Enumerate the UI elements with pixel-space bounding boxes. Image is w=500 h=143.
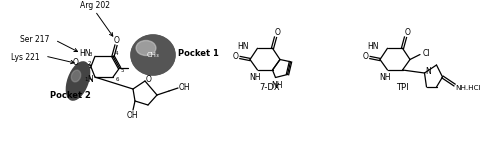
Text: NH.HCl: NH.HCl	[456, 85, 481, 91]
Text: NH: NH	[380, 74, 391, 83]
Ellipse shape	[133, 37, 172, 72]
Text: Cl: Cl	[422, 49, 430, 58]
Text: OH: OH	[126, 111, 138, 120]
Text: 1: 1	[84, 77, 88, 82]
Ellipse shape	[140, 44, 157, 59]
Text: NH: NH	[250, 74, 261, 83]
Ellipse shape	[131, 35, 175, 75]
Ellipse shape	[144, 47, 150, 52]
Text: Lys 221: Lys 221	[10, 53, 40, 62]
Text: TPI: TPI	[396, 84, 409, 93]
Text: OH: OH	[178, 83, 190, 92]
Ellipse shape	[131, 35, 175, 75]
Text: 7-DX: 7-DX	[259, 84, 280, 93]
Ellipse shape	[66, 62, 90, 100]
Text: NH: NH	[272, 81, 283, 90]
Text: 5: 5	[121, 68, 124, 74]
Text: Ser 217: Ser 217	[20, 35, 50, 44]
Ellipse shape	[142, 45, 154, 55]
Text: O: O	[73, 58, 79, 67]
Ellipse shape	[72, 70, 80, 82]
Text: 2: 2	[88, 61, 92, 66]
Text: HN: HN	[367, 42, 378, 51]
Text: CH₃: CH₃	[146, 52, 160, 58]
Text: 4: 4	[114, 51, 118, 56]
Ellipse shape	[138, 42, 160, 62]
Text: HN: HN	[237, 42, 248, 51]
Ellipse shape	[137, 40, 164, 65]
Ellipse shape	[135, 38, 168, 68]
Text: Pocket 2: Pocket 2	[50, 91, 91, 100]
Text: HN: HN	[79, 49, 91, 58]
Text: Pocket 1: Pocket 1	[178, 48, 219, 57]
Ellipse shape	[136, 40, 156, 55]
Text: Arg 202: Arg 202	[80, 0, 110, 9]
Text: O: O	[404, 28, 410, 37]
Text: 6: 6	[115, 77, 119, 82]
Text: O: O	[146, 75, 152, 84]
Text: O: O	[363, 52, 369, 61]
Text: O: O	[233, 52, 239, 61]
Text: 3: 3	[88, 52, 92, 57]
Text: N: N	[426, 66, 432, 76]
Text: O: O	[274, 28, 280, 37]
Text: O: O	[114, 36, 120, 45]
Text: N: N	[87, 75, 93, 84]
